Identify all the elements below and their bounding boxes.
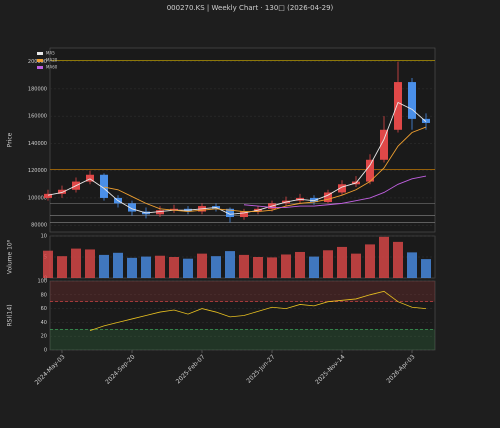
candle-body: [226, 208, 234, 218]
y-tick-label: 20: [41, 334, 47, 340]
legend-swatch: [37, 52, 43, 55]
volume-bar: [393, 241, 403, 278]
y-tick-label: 120000: [28, 168, 47, 174]
y-tick-label: 100000: [28, 195, 47, 201]
volume-bar: [43, 250, 53, 278]
legend-swatch: [37, 66, 43, 69]
volume-bar: [253, 257, 263, 278]
oversold-zone: [50, 329, 435, 350]
volume-bar: [183, 258, 193, 278]
candle-body: [58, 189, 66, 194]
volume-bar: [337, 246, 347, 278]
y-tick-label: 0: [44, 348, 47, 354]
volume-bar: [99, 254, 109, 278]
ma-line: [103, 126, 427, 213]
candle-body: [44, 193, 52, 198]
candle-body: [310, 197, 318, 203]
volume-bar: [407, 252, 417, 278]
volume-bar: [57, 256, 67, 278]
candle-body: [408, 82, 416, 119]
y-tick-label: 180000: [28, 86, 47, 92]
volume-bar: [323, 250, 333, 278]
legend-label: MA20: [46, 58, 58, 63]
volume-bar: [351, 253, 361, 278]
candle-body: [380, 129, 388, 160]
y-axis-label: RSI(14): [7, 304, 14, 326]
candle-body: [128, 203, 136, 212]
legend-swatch: [37, 59, 43, 62]
candle-body: [156, 210, 164, 215]
candle-body: [324, 192, 332, 203]
y-axis-label: Price: [7, 132, 14, 147]
y-tick-label: 40: [41, 320, 47, 326]
y-tick-label: 80000: [31, 223, 47, 229]
volume-bar: [281, 254, 291, 278]
volume-bar: [197, 253, 207, 278]
volume-bar: [127, 257, 137, 278]
volume-bar: [267, 257, 277, 278]
legend-label: MA60: [46, 65, 58, 70]
overbought-zone: [50, 281, 435, 302]
volume-bar: [113, 252, 123, 278]
volume-bar: [71, 248, 81, 278]
ma-line: [47, 101, 427, 215]
volume-bar: [365, 244, 375, 278]
candle-body: [240, 211, 248, 218]
candle-body: [86, 174, 94, 182]
ma-line: [243, 175, 427, 208]
y-tick-label: 80: [41, 292, 47, 298]
y-tick-label: 0: [44, 276, 47, 282]
candle-body: [366, 159, 374, 182]
rsi-line: [89, 290, 427, 332]
candle-body: [100, 174, 108, 198]
y-tick-label: 140000: [28, 141, 47, 147]
y-tick-label: 160000: [28, 114, 47, 120]
candle-body: [338, 184, 346, 193]
volume-bar: [421, 259, 431, 278]
volume-bar: [295, 251, 305, 278]
volume-bar: [309, 256, 319, 278]
volume-bar: [211, 256, 221, 278]
chart-title: 000270.KS | Weekly Chart · 130□ (2026-04…: [167, 4, 334, 12]
candle-body: [170, 208, 178, 211]
y-tick-label: 100: [37, 279, 47, 285]
y-tick-label: 60: [41, 306, 47, 312]
y-tick-label: 200000: [28, 59, 47, 65]
legend-label: MA5: [46, 51, 55, 56]
candle-body: [422, 118, 430, 123]
y-axis-label: Volume 10⁶: [7, 239, 14, 274]
volume-bar: [155, 255, 165, 278]
y-tick-label: 10: [41, 234, 47, 240]
volume-bar: [225, 251, 235, 278]
panel-frame: [49, 47, 436, 233]
volume-bar: [85, 249, 95, 278]
volume-bar: [379, 236, 389, 278]
volume-bar: [169, 257, 179, 278]
volume-bar: [141, 256, 151, 278]
volume-bar: [239, 254, 249, 278]
candle-body: [394, 82, 402, 130]
